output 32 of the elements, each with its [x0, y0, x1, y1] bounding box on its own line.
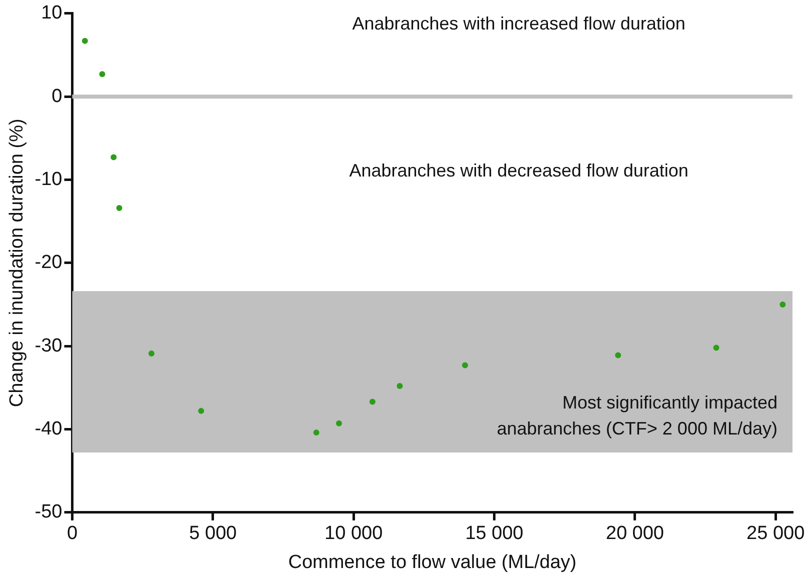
annotation: Anabranches with increased flow duration [352, 14, 686, 34]
point [198, 408, 204, 414]
y-tick-label: -20 [34, 252, 62, 274]
annotation: Anabranches with decreased flow duration [349, 160, 688, 181]
point [780, 301, 786, 308]
point [313, 430, 320, 436]
y-tick-label: -50 [34, 502, 62, 523]
point [462, 362, 468, 368]
x-tick-label: 5 000 [189, 523, 237, 544]
point [615, 352, 622, 358]
y-tick-label: -30 [34, 335, 62, 356]
x-axis-title: Commence to flow value (ML/day) [288, 552, 577, 573]
y-axis-title: Change in inundation duration (%) [6, 118, 28, 408]
point [116, 205, 122, 212]
point [396, 382, 403, 389]
point [369, 398, 376, 405]
x-tick-label: 20 000 [606, 523, 664, 544]
point [110, 154, 117, 160]
point [148, 350, 154, 357]
point [99, 71, 106, 78]
point [713, 344, 720, 351]
y-tick-label: 10 [41, 2, 62, 24]
x-tick-label: 10 000 [324, 523, 383, 544]
y-tick-label: -40 [34, 418, 62, 440]
x-tick-label: 25 000 [746, 523, 805, 544]
x-tick-label: 0 [66, 523, 78, 544]
y-tick-label: 0 [52, 86, 62, 107]
point [336, 420, 342, 426]
band-label: Most significantly impacted anabranches (CTF> 2 000 ML/day) [496, 392, 778, 439]
y-tick-label: -10 [34, 168, 62, 190]
x-tick-label: 15 000 [465, 523, 524, 544]
point [82, 38, 88, 44]
